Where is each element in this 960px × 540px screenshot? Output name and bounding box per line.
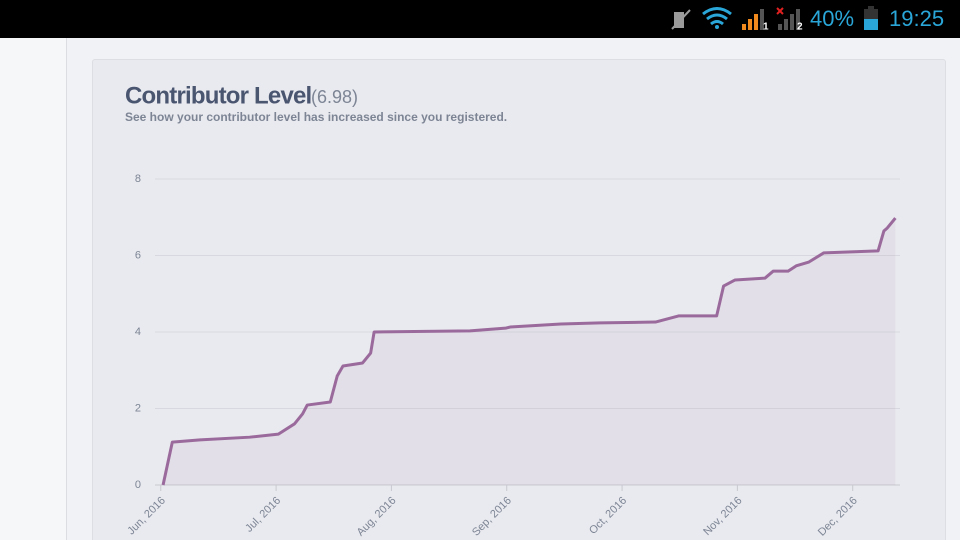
signal-1 (742, 9, 764, 30)
sim2-label: 2 (797, 22, 803, 33)
title-value: (6.98) (311, 87, 358, 107)
y-tick-label: 8 (135, 173, 141, 185)
x-tick-label: Nov, 2016 (701, 495, 744, 538)
x-tick-label: Dec, 2016 (816, 495, 860, 539)
line (161, 217, 897, 486)
sim1-label: 1 (763, 22, 769, 33)
x-tick-label: Jun, 2016 (125, 495, 168, 538)
x-tick-label: Sep, 2016 (470, 495, 514, 539)
mute-icon (671, 9, 691, 30)
y-tick-label: 6 (135, 249, 141, 261)
chart-subtitle: See how your contributor level has incre… (125, 110, 507, 124)
chart-card (92, 59, 946, 540)
x-tick-label: Aug, 2016 (355, 495, 399, 539)
clock: 19:25 (889, 6, 944, 31)
area (163, 218, 896, 485)
signal-2 (776, 7, 800, 30)
battery-percent: 40% (810, 6, 854, 31)
y-tick-label: 2 (135, 402, 141, 414)
chart-title: Contributor Level (125, 82, 311, 109)
battery-icon (864, 6, 878, 30)
sidebar (0, 38, 67, 540)
status-icons: 1 2 40% 19:25 (671, 6, 944, 33)
y-tick-label: 4 (135, 326, 141, 338)
wifi-icon (702, 7, 732, 29)
y-tick-label: 0 (135, 479, 141, 491)
x-tick-label: Oct, 2016 (587, 495, 629, 537)
x-tick-label: Jul, 2016 (243, 495, 283, 535)
status-bar: 1 2 40% 19:25 (0, 0, 960, 38)
